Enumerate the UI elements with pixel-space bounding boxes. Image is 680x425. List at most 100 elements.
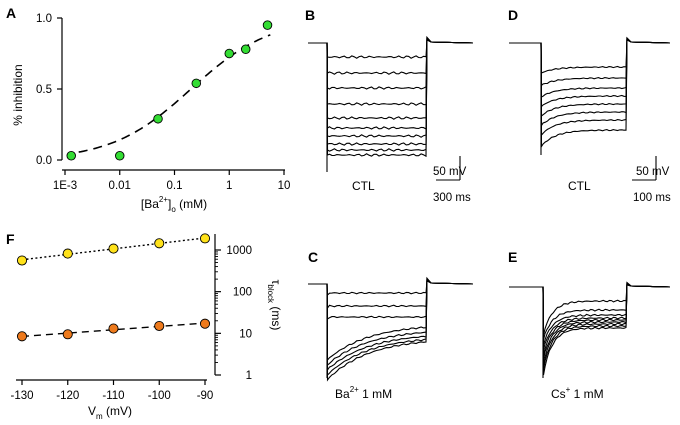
- panel-d-condition-label: CTL: [568, 179, 591, 193]
- panel-f-fit-line-upper: [21, 237, 206, 261]
- d-trace: [509, 36, 671, 137]
- panel-f-x-tick-label: -120: [56, 390, 79, 402]
- panel-f-x-tick-label: -110: [102, 390, 124, 402]
- panel-a-y-label: % inhibition: [11, 64, 25, 125]
- panel-f-y-tick-label: 1: [246, 370, 252, 382]
- panel-e-label: E: [508, 249, 517, 265]
- panel-f-label: F: [6, 231, 15, 247]
- panel-b-scale-v: 50 mV: [433, 166, 467, 178]
- panel-e-traces: [509, 281, 671, 378]
- e-trace: [509, 283, 671, 351]
- panel-d: D CTL 50 mV 100 ms: [508, 7, 671, 204]
- c-trace: [308, 279, 474, 310]
- panel-f-point-upper: [108, 243, 119, 254]
- panel-b-traces: [308, 35, 474, 172]
- panel-a-point: [224, 48, 234, 59]
- panel-a-y-tick-label: 1.0: [36, 13, 52, 25]
- b-trace: [308, 36, 474, 152]
- panel-c: C Ba2+ 1 mM: [308, 249, 474, 401]
- c-trace: [308, 277, 474, 377]
- e-trace: [509, 284, 671, 336]
- panel-f-y-tick-label: 10: [239, 328, 252, 340]
- b-trace: [308, 38, 474, 90]
- panel-b-scale-bar: [436, 156, 461, 181]
- panel-d-scale-bar: [632, 156, 657, 181]
- c-trace: [308, 277, 474, 372]
- panel-c-label: C: [308, 249, 318, 265]
- panel-f-point-lower: [108, 323, 119, 334]
- c-trace: [308, 279, 474, 321]
- panel-b-condition-label: CTL: [352, 179, 375, 193]
- c-trace: [308, 280, 474, 297]
- panel-a-x-tick-label: 1: [226, 180, 232, 192]
- panel-a-point: [66, 150, 76, 161]
- panel-f-points: [16, 233, 211, 342]
- panel-f-point-lower: [154, 320, 165, 332]
- panel-a-x-label: [Ba2+]o (mM): [141, 195, 207, 214]
- b-trace: [308, 38, 474, 106]
- panel-f: F -130 -120 -110 -100 -90 1 10 100 1000 Vm (mV)…: [6, 231, 283, 421]
- panel-f-x-tick-label: -100: [148, 390, 171, 402]
- panel-f-x-ticks: -130 -120 -110 -100 -90: [10, 380, 213, 402]
- panel-e-condition-label: Cs+ 1 mM: [551, 385, 604, 401]
- c-trace: [308, 278, 474, 367]
- c-trace: [308, 278, 474, 362]
- panel-f-y-label: τblock (ms): [266, 280, 283, 331]
- d-trace: [509, 37, 671, 118]
- panel-f-point-upper: [62, 248, 73, 259]
- panel-b: B CTL 50 mV 300 ms: [305, 7, 474, 204]
- panel-a-y-tick-label: 0.5: [36, 84, 52, 96]
- d-trace: [509, 38, 671, 87]
- panel-a-x-tick-label: 0.1: [167, 180, 183, 192]
- panel-d-traces: [509, 36, 671, 155]
- panel-a-point: [191, 78, 202, 89]
- e-trace: [509, 282, 671, 356]
- panel-a-points: [66, 20, 273, 161]
- panel-a-x-tick-label: 0.01: [109, 180, 131, 192]
- panel-a-point: [114, 150, 125, 161]
- d-trace: [509, 37, 671, 128]
- d-trace: [509, 38, 671, 98]
- panel-f-point-upper: [16, 255, 28, 266]
- b-trace: [308, 35, 474, 158]
- panel-a-point: [153, 114, 163, 124]
- panel-f-fit-line-lower: [21, 322, 206, 338]
- panel-a-x-tick-label: 10: [278, 180, 291, 192]
- panel-a-fit-curve: [78, 34, 271, 153]
- e-trace: [509, 281, 671, 376]
- e-trace: [509, 282, 671, 361]
- c-trace: [308, 276, 474, 382]
- panel-f-x-tick-label: -130: [10, 390, 33, 402]
- panel-f-fit-lines: [21, 237, 206, 338]
- panel-a-x-tick-label: 1E-3: [53, 180, 77, 192]
- b-trace: [308, 37, 474, 120]
- e-trace: [509, 281, 671, 371]
- e-trace: [509, 282, 671, 366]
- panel-a-axes: [61, 18, 285, 171]
- panel-d-scale-t: 100 ms: [633, 192, 671, 204]
- panel-e: E Cs+ 1 mM: [508, 249, 671, 401]
- d-trace: [509, 36, 671, 149]
- e-trace: [509, 283, 671, 341]
- panel-a: A 0.00.51.0 1E-3 0.01 0.1 1 10 % inhibition …: [6, 5, 290, 214]
- panel-d-label: D: [508, 7, 518, 23]
- panel-f-point-upper: [199, 233, 211, 244]
- panel-f-point-upper: [154, 238, 165, 249]
- panel-f-point-lower: [16, 331, 28, 342]
- panel-f-point-lower: [62, 329, 73, 340]
- panel-f-x-tick-label: -90: [197, 390, 214, 402]
- b-trace: [308, 36, 474, 146]
- panel-f-point-lower: [199, 318, 211, 329]
- b-trace: [308, 38, 474, 75]
- panel-f-y-tick-label: 1000: [226, 245, 252, 257]
- panel-d-scale-v: 50 mV: [636, 166, 670, 178]
- e-trace: [509, 283, 671, 346]
- panel-b-scale-t: 300 ms: [433, 192, 471, 204]
- b-trace: [308, 39, 474, 59]
- panel-a-y-ticks: 0.0 0.5 1.0: [36, 13, 62, 167]
- panel-f-x-label: Vm (mV): [88, 404, 132, 421]
- b-trace: [308, 36, 474, 138]
- b-trace: [308, 37, 474, 130]
- panel-f-y-ticks: 1 10 100 1000: [215, 245, 252, 382]
